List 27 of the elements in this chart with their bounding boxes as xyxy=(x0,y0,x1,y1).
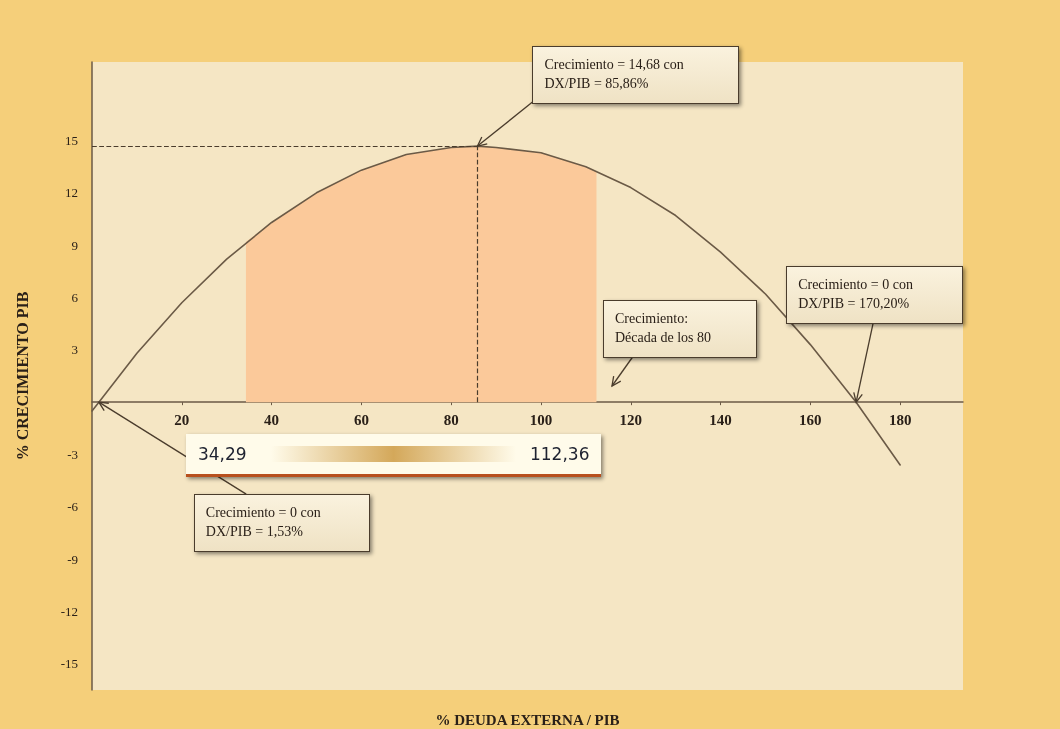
annotation: 34,29 xyxy=(197,443,247,466)
y-axis-title: % CRECIMIENTO PIB xyxy=(13,291,31,461)
x-tick-label: 100 xyxy=(529,411,553,428)
x-axis-title: % DEUDA EXTERNA / PIB xyxy=(435,711,620,728)
x-tick-label: 160 xyxy=(799,411,822,428)
y-tick-label: -15 xyxy=(60,656,78,672)
x-tick-label: 60 xyxy=(353,411,369,428)
x-tick-label: 80 xyxy=(443,411,459,428)
y-tick-label: 3 xyxy=(71,342,78,358)
x-tick-label: 120 xyxy=(619,411,643,428)
x-tick-label: 140 xyxy=(709,411,732,428)
y-tick-label: -9 xyxy=(67,551,78,567)
y-tick-label: -3 xyxy=(67,447,78,462)
y-tick-label: 12 xyxy=(65,185,78,201)
x-tick-label: 20 xyxy=(174,411,190,428)
y-tick-label: 6 xyxy=(71,290,79,305)
y-tick-label: 15 xyxy=(65,133,78,148)
annotation: Crecimiento = 0 con DX/PIB = 1,53% xyxy=(205,504,321,542)
annotation: 112,36 xyxy=(529,443,590,466)
y-tick-label: -6 xyxy=(67,499,79,515)
y-tick-label: -12 xyxy=(60,604,78,619)
x-tick-label: 40 xyxy=(264,411,280,428)
y-tick-label: 9 xyxy=(71,237,78,253)
annotation: Crecimiento: Década de los 80 xyxy=(615,310,712,347)
annotation: Crecimiento = 0 con DX/PIB = 170,20% xyxy=(798,276,913,314)
x-tick-label: 180 xyxy=(888,411,912,428)
annotation: Crecimiento = 14,68 con DX/PIB = 85,86% xyxy=(544,56,684,94)
